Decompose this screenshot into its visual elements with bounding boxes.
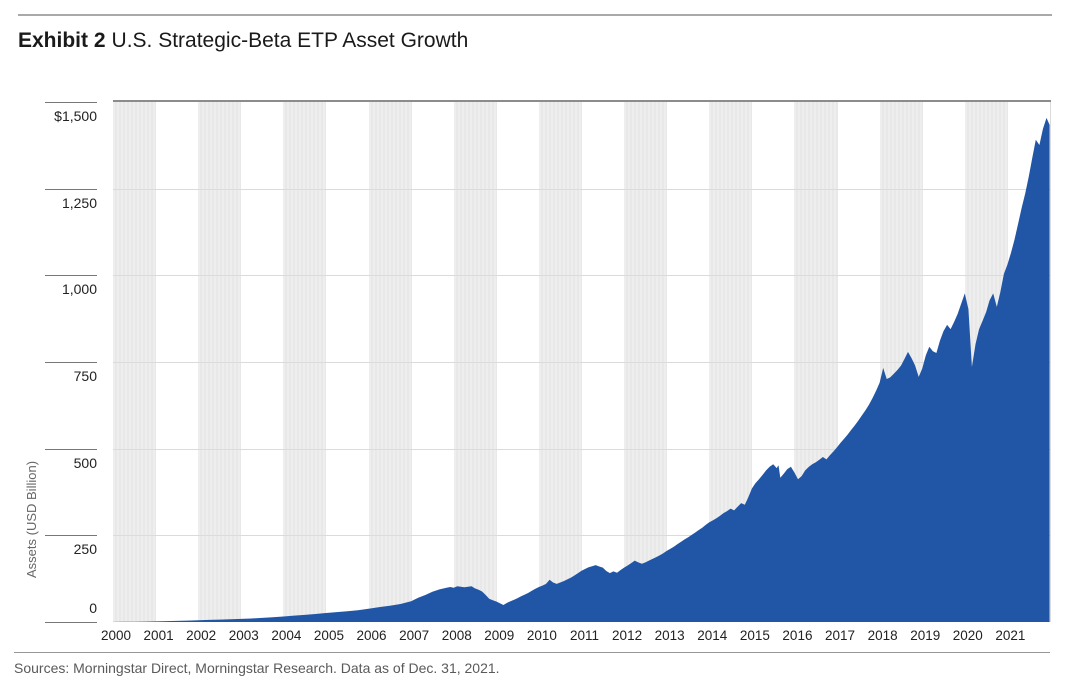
source-note: Sources: Morningstar Direct, Morningstar… [14,660,500,676]
chart-title: Exhibit 2 U.S. Strategic-Beta ETP Asset G… [18,29,468,53]
y-tick-line-1000 [45,275,97,277]
y-axis-title: Assets (USD Billion) [24,460,39,578]
y-tick-line-1500 [45,102,97,103]
x-year-label-2013: 2013 [654,628,685,643]
gridline-1000 [113,275,1050,277]
y-tick-line-750 [45,362,97,363]
y-tick-label-750: 750 [73,368,97,384]
y-tick-line-0 [45,622,97,623]
x-year-label-2009: 2009 [484,628,515,643]
exhibit-number: Exhibit 2 [18,29,106,52]
x-year-label-2006: 2006 [356,628,387,643]
x-year-label-2011: 2011 [569,628,600,643]
x-year-label-2000: 2000 [100,628,132,643]
area-series-polygon [113,117,1050,622]
x-year-label-2017: 2017 [825,628,856,643]
x-year-label-2015: 2015 [739,628,770,643]
y-tick-label-0: 0 [89,600,97,616]
x-year-label-2001: 2001 [143,628,174,643]
gridline-250 [113,535,1050,537]
x-year-label-2007: 2007 [399,628,430,643]
x-year-label-2016: 2016 [782,628,813,643]
chart-title-text: U.S. Strategic-Beta ETP Asset Growth [111,29,469,52]
gridline-750 [113,362,1050,363]
asset-area-series [113,117,1050,622]
x-year-label-2008: 2008 [441,628,472,643]
x-year-label-2005: 2005 [313,628,344,643]
y-tick-label-1250: 1,250 [61,194,97,211]
top-divider [18,14,1052,16]
y-tick-label-250: 250 [73,541,97,558]
plot-right-border [1050,102,1051,622]
x-year-label-2020: 2020 [952,628,983,643]
y-tick-label-1500: $1,500 [54,108,97,124]
x-year-label-2002: 2002 [186,628,217,643]
x-year-label-2014: 2014 [697,628,728,643]
plot-top-border [113,100,1051,102]
gridline-1250 [113,188,1050,190]
y-tick-line-500 [45,448,97,450]
x-year-label-2018: 2018 [867,628,898,643]
x-year-label-2012: 2012 [612,628,643,643]
y-tick-label-1000: 1,000 [61,281,97,298]
x-year-label-2003: 2003 [228,628,259,643]
bottom-divider [14,652,1050,653]
y-tick-line-1250 [45,188,97,190]
x-year-label-2019: 2019 [910,628,941,643]
y-tick-line-250 [45,535,97,537]
gridline-500 [113,448,1050,450]
y-tick-label-500: 500 [73,454,97,471]
plot-area [113,102,1050,622]
x-year-label-2010: 2010 [526,628,557,643]
x-year-label-2004: 2004 [271,628,302,643]
x-year-label-2021: 2021 [995,628,1026,643]
